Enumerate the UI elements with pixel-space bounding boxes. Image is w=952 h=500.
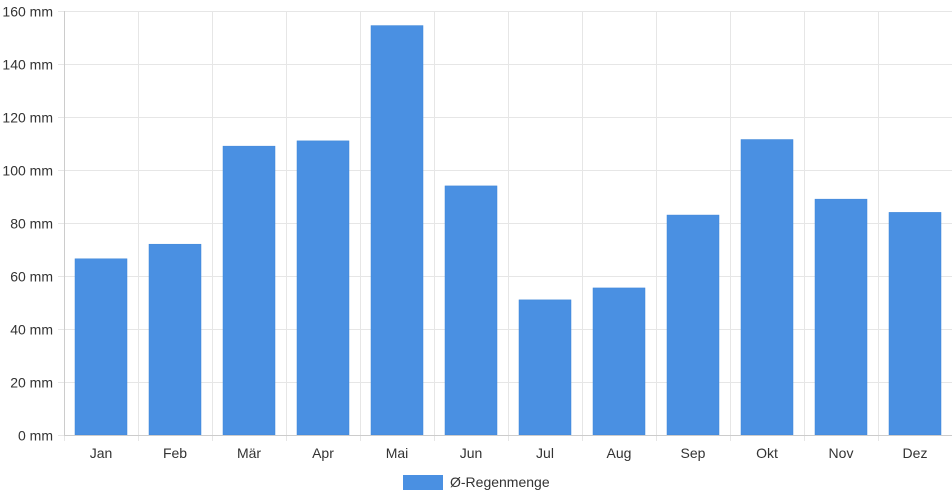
bar-Okt[interactable]: [740, 139, 794, 436]
x-tick-label-Aug: Aug: [607, 445, 632, 461]
grid-lines: [58, 11, 952, 441]
y-tick-label-20: 20 mm: [10, 375, 53, 391]
y-tick-label-160: 160 mm: [2, 4, 53, 20]
y-tick-label-140: 140 mm: [2, 57, 53, 73]
x-tick-label-Mai: Mai: [386, 445, 409, 461]
bar-Jul[interactable]: [518, 299, 572, 436]
legend-swatch: [403, 475, 443, 490]
y-tick-label-100: 100 mm: [2, 163, 53, 179]
y-tick-label-0: 0 mm: [18, 428, 53, 444]
x-tick-label-Nov: Nov: [829, 445, 854, 461]
axes: [64, 11, 952, 436]
x-tick-label-Mär: Mär: [237, 445, 261, 461]
bars: [74, 25, 942, 436]
x-tick-label-Sep: Sep: [681, 445, 706, 461]
y-tick-label-60: 60 mm: [10, 269, 53, 285]
bar-Feb[interactable]: [148, 243, 202, 436]
bar-Dez[interactable]: [888, 212, 942, 436]
bar-Sep[interactable]: [666, 214, 720, 436]
legend: Ø-Regenmenge: [403, 474, 550, 490]
x-tick-label-Apr: Apr: [312, 445, 334, 461]
y-tick-label-120: 120 mm: [2, 110, 53, 126]
x-axis-labels: Jan Feb Mär Apr Mai Jun Jul Aug Sep Okt Nov Dez: [90, 445, 928, 461]
x-tick-label-Jan: Jan: [90, 445, 113, 461]
bar-Mai[interactable]: [370, 25, 424, 436]
legend-label: Ø-Regenmenge: [450, 474, 550, 490]
x-tick-label-Jun: Jun: [460, 445, 483, 461]
bar-Jan[interactable]: [74, 258, 128, 436]
y-axis-labels: 0 mm 20 mm 40 mm 60 mm 80 mm 100 mm 120 mm 140 …: [2, 4, 53, 444]
x-tick-label-Jul: Jul: [536, 445, 554, 461]
bar-Jun[interactable]: [444, 185, 498, 436]
x-tick-label-Dez: Dez: [903, 445, 928, 461]
x-tick-label-Feb: Feb: [163, 445, 187, 461]
bar-Apr[interactable]: [296, 140, 350, 436]
bar-Aug[interactable]: [592, 287, 646, 436]
bar-Mär[interactable]: [222, 145, 276, 436]
bar-Nov[interactable]: [814, 198, 868, 436]
x-tick-label-Okt: Okt: [756, 445, 778, 461]
y-tick-label-80: 80 mm: [10, 216, 53, 232]
y-tick-label-40: 40 mm: [10, 322, 53, 338]
